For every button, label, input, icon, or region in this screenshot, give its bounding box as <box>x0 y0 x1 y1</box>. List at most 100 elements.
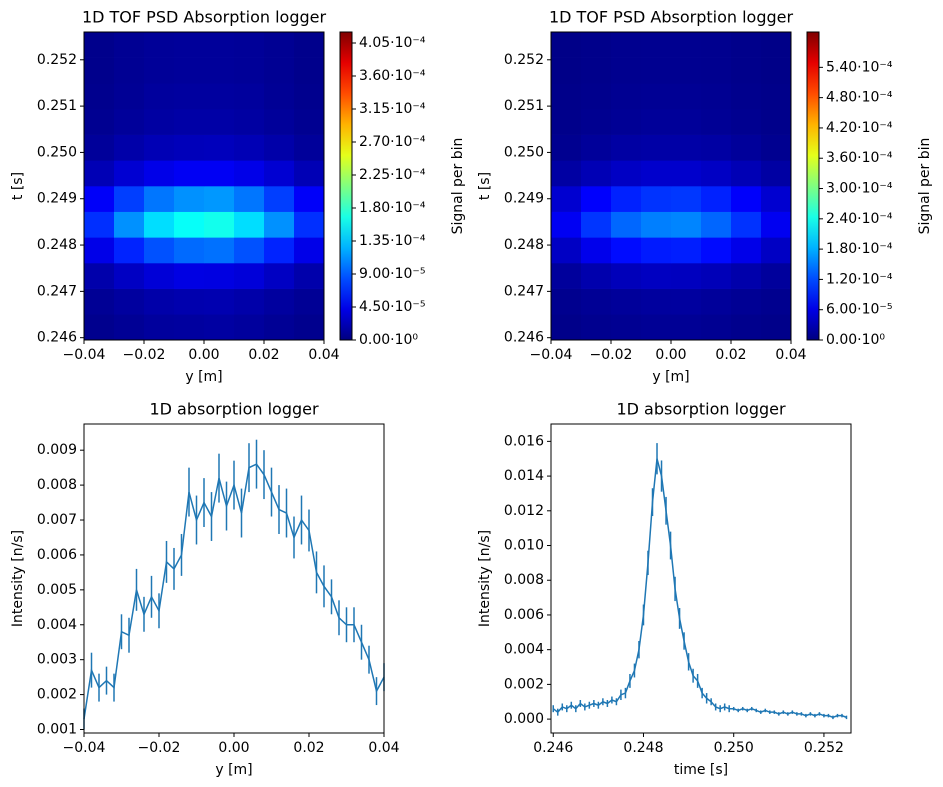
heatmap-cell <box>234 288 265 315</box>
colorbar-tick-label: 5.40·10⁻⁴ <box>826 59 893 75</box>
y-axis-label: Intensity [n/s] <box>10 530 26 627</box>
heatmap-cell <box>174 160 205 187</box>
y-tick-label: 0.250 <box>37 144 77 160</box>
colorbar-tick-label: 4.05·10⁻⁴ <box>359 35 426 51</box>
heatmap-cell <box>641 160 672 187</box>
heatmap-cell <box>731 314 762 341</box>
heatmap-cell <box>294 211 325 238</box>
heatmap-cell <box>551 314 582 341</box>
heatmap-cell <box>114 83 145 110</box>
heatmap-cell <box>701 160 732 187</box>
heatmap-cell <box>671 186 702 212</box>
heatmap-cell <box>264 186 295 212</box>
heatmap-cell <box>641 288 672 315</box>
x-axis-label: y [m] <box>652 369 689 385</box>
heatmap-cell <box>84 32 115 58</box>
heatmap-cell <box>234 160 265 187</box>
heatmap-cell <box>234 314 265 341</box>
heatmap-cell <box>294 186 325 212</box>
heatmap-cell <box>174 263 205 289</box>
y-tick-label: 0.251 <box>37 98 77 114</box>
heatmap-cell <box>174 314 205 341</box>
heatmap-cell <box>234 57 265 84</box>
heatmap-cell <box>204 32 235 58</box>
colorbar-tick-label: 4.80·10⁻⁴ <box>826 90 893 106</box>
heatmap-cell <box>204 237 235 264</box>
heatmap-cell <box>234 263 265 289</box>
heatmap-cell <box>611 160 642 187</box>
heatmap-cell <box>761 186 792 212</box>
y-tick-label: 0.248 <box>37 237 77 253</box>
heatmap-cell <box>731 32 762 58</box>
heatmap-cell <box>731 160 762 187</box>
heatmap-cell <box>761 237 792 264</box>
heatmap-cell <box>551 32 582 58</box>
heatmap-cell <box>114 134 145 161</box>
heatmap-cell <box>264 57 295 84</box>
heatmap-cell <box>84 263 115 289</box>
x-tick-label: 0.00 <box>655 347 686 363</box>
colorbar-tick-label: 1.20·10⁻⁴ <box>826 271 893 287</box>
colorbar <box>339 31 353 341</box>
x-tick-label: −0.04 <box>530 347 573 363</box>
heatmap-cell <box>84 186 115 212</box>
heatmap-cell <box>84 160 115 187</box>
x-tick-label: 0.04 <box>775 347 806 363</box>
heatmap-cell <box>581 160 612 187</box>
y-tick-label: 0.010 <box>504 538 544 554</box>
x-tick-label: 0.250 <box>714 740 754 756</box>
heatmap-cell <box>701 109 732 135</box>
heatmap-cell <box>204 134 235 161</box>
colorbar <box>806 31 820 341</box>
heatmap-cell <box>701 263 732 289</box>
heatmap-cell <box>731 83 762 110</box>
heatmap-cell <box>84 237 115 264</box>
heatmap-cell <box>581 186 612 212</box>
heatmap-cell <box>204 211 235 238</box>
heatmap-cell <box>114 288 145 315</box>
y-tick-label: 0.002 <box>504 676 544 692</box>
heatmap-cell <box>761 109 792 135</box>
y-tick-label: 0.247 <box>504 283 544 299</box>
heatmap-cell <box>174 288 205 315</box>
heatmap-cell <box>144 263 175 289</box>
x-tick-label: 0.04 <box>368 740 399 756</box>
heatmap-cell <box>581 288 612 315</box>
heatmap-cell <box>701 32 732 58</box>
heatmap-cell <box>204 83 235 110</box>
heatmap-cell <box>641 263 672 289</box>
heatmap-cell <box>641 109 672 135</box>
x-tick-label: 0.04 <box>308 347 339 363</box>
heatmap-cell <box>611 263 642 289</box>
heatmap-cell <box>84 288 115 315</box>
heatmap-cell <box>114 237 145 264</box>
heatmap-cell <box>114 32 145 58</box>
colorbar-tick-label: 3.15·10⁻⁴ <box>359 101 426 117</box>
x-tick-label: 0.02 <box>715 347 746 363</box>
heatmap-cell <box>671 211 702 238</box>
heatmap-cell <box>114 57 145 84</box>
heatmap-cell <box>701 186 732 212</box>
heatmap-cell <box>761 160 792 187</box>
y-axis-label: t [s] <box>477 172 493 200</box>
colorbar-tick-label: 6.00·10⁻⁵ <box>826 302 892 318</box>
x-tick-label: 0.248 <box>623 740 663 756</box>
heatmap-cell <box>174 109 205 135</box>
heatmap-cell <box>114 211 145 238</box>
x-tick-label: 0.246 <box>533 740 573 756</box>
heatmap-cell <box>84 57 115 84</box>
heatmap-cell <box>581 32 612 58</box>
y-tick-label: 0.014 <box>504 468 544 484</box>
heatmap-cell <box>144 109 175 135</box>
heatmap-cell <box>581 83 612 110</box>
heatmap-cell <box>761 211 792 238</box>
heatmap-cell <box>731 263 762 289</box>
heatmap-cell <box>671 83 702 110</box>
y-tick-label: 0.248 <box>504 237 544 253</box>
heatmap-cell <box>671 237 702 264</box>
heatmap-cell <box>641 32 672 58</box>
heatmap-cell <box>144 57 175 84</box>
heatmap-cell <box>731 237 762 264</box>
heatmap-cell <box>731 109 762 135</box>
y-tick-label: 0.006 <box>37 547 77 563</box>
